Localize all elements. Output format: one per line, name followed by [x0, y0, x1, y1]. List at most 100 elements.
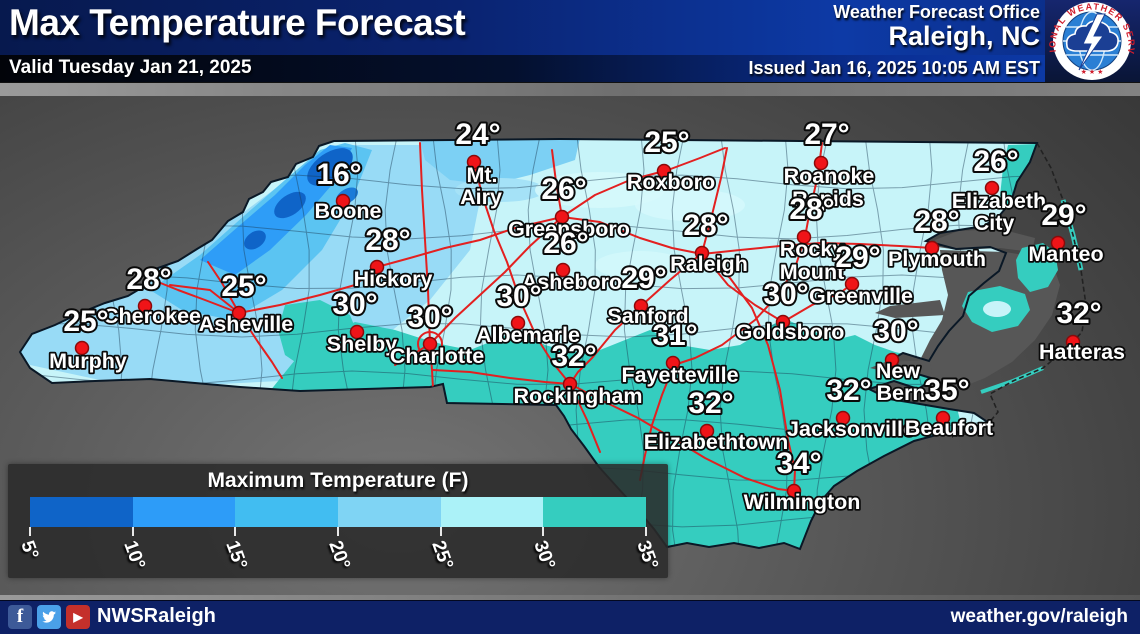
office-block: Weather Forecast Office Raleigh, NC	[833, 2, 1040, 52]
facebook-icon: f	[8, 605, 32, 629]
city-marker-group: 34° Wilmington	[742, 445, 862, 516]
city-temp-label: 27°	[804, 118, 849, 151]
legend-tick	[234, 527, 237, 536]
footer-bar: f ▶ NWSRaleigh weather.gov/raleigh	[0, 600, 1140, 634]
city-dot	[665, 355, 681, 371]
city-name-label: Fayetteville	[621, 363, 738, 387]
city-marker-group: 24° Mt.Airy	[453, 116, 503, 211]
city-dot	[422, 336, 438, 352]
city-name-label: Rocky	[780, 237, 845, 261]
city-marker-group: 32° Elizabethtown	[642, 385, 790, 456]
city-temp-label: 26°	[541, 173, 586, 206]
city-temp-label: 31°	[652, 319, 697, 352]
legend-tick	[542, 527, 545, 536]
city-name-label: Hatteras	[1039, 340, 1125, 364]
city-temp-label: 29°	[1041, 199, 1086, 232]
header-divider	[0, 82, 1140, 96]
city-dot	[984, 180, 1000, 196]
city-dot	[813, 155, 829, 171]
issued-timestamp: Issued Jan 16, 2025 10:05 AM EST	[748, 58, 1040, 78]
city-marker-group: 29° Greenville	[807, 239, 915, 310]
city-temp-label: 29°	[621, 262, 666, 295]
city-dot	[554, 209, 570, 225]
city-dot	[796, 229, 812, 245]
page-title: Max Temperature Forecast	[9, 2, 466, 43]
city-dot	[884, 352, 900, 368]
social-handle: NWSRaleigh	[97, 605, 216, 627]
city-name-label: Boone	[315, 199, 382, 223]
city-marker-group: 32° Rockingham	[512, 338, 645, 410]
city-dot	[694, 245, 710, 261]
office-location: Raleigh, NC	[888, 21, 1040, 51]
city-name-label: Rapids	[792, 187, 864, 211]
legend-tick	[645, 527, 647, 536]
legend-tick	[29, 527, 31, 536]
city-name-label: Rockingham	[513, 384, 642, 408]
city-name-label: Goldsboro	[736, 320, 845, 344]
city-marker-group: 26° Asheboro	[520, 225, 624, 296]
header-bar	[0, 0, 1140, 55]
city-dot	[555, 262, 571, 278]
city-marker-group: 30° Shelby	[325, 286, 399, 358]
nws-logo-icon: NATIONAL WEATHER SERVICE ★ ★ ★	[1041, 0, 1135, 80]
city-marker-group: 29° Manteo	[1027, 197, 1106, 268]
legend-swatch	[132, 497, 236, 527]
city-temp-label: 32°	[688, 387, 733, 420]
city-marker-group: 30° Charlotte	[388, 299, 486, 370]
city-marker-group: 26° Greensboro	[506, 171, 631, 243]
city-marker-group: 32° Jacksonville	[785, 372, 916, 443]
legend-color-bar	[30, 497, 647, 527]
city-dot	[656, 163, 672, 179]
city-temp-label: 34°	[776, 447, 821, 480]
city-temp-label: 16°	[316, 158, 361, 191]
legend-tick-label: 35°	[632, 538, 662, 573]
city-temp-label: 30°	[763, 278, 808, 311]
city-marker-group: 29° Sanford	[606, 260, 691, 330]
legend-title: Maximum Temperature (F)	[207, 469, 469, 492]
legend-tick-label: 25°	[426, 538, 457, 573]
city-temp-label: 32°	[1056, 297, 1101, 330]
city-marker-group: 16° Boone	[313, 156, 383, 225]
city-name-label: Murphy	[49, 349, 127, 373]
city-name-label: Raleigh	[670, 252, 748, 276]
sound-islands	[962, 243, 1058, 332]
city-dot	[935, 410, 951, 426]
city-name-label: Asheville	[199, 312, 293, 336]
city-dot	[466, 154, 482, 170]
legend-swatch	[440, 497, 544, 527]
city-temp-label: 28°	[365, 224, 410, 257]
city-marker-group: 28° Hickory	[352, 222, 434, 293]
valid-date-text: Valid Tuesday Jan 21, 2025	[9, 57, 252, 78]
legend-swatch	[235, 497, 339, 527]
city-dot	[510, 315, 526, 331]
legend-swatch	[338, 497, 441, 527]
city-temp-label: 35°	[924, 374, 969, 407]
city-dot	[1050, 235, 1066, 251]
highways	[157, 142, 933, 492]
city-temp-label: 30°	[332, 288, 377, 321]
twitter-icon	[37, 605, 61, 629]
city-temp-label: 25°	[644, 126, 689, 159]
city-dot	[137, 298, 153, 314]
city-name-label: Beaufort	[905, 416, 993, 440]
city-name-label: Charlotte	[390, 344, 484, 368]
city-dot	[633, 298, 649, 314]
city-temp-label: 26°	[543, 227, 588, 260]
city-temp-label: 30°	[873, 315, 918, 348]
city-name-label: Roxboro	[627, 170, 715, 194]
city-name-label: Jacksonville	[787, 417, 915, 441]
city-marker-group: 31° Fayetteville	[620, 317, 741, 389]
city-temp-label: 28°	[683, 209, 728, 242]
legend-swatch	[543, 497, 647, 527]
city-dot	[786, 483, 802, 499]
city-dot	[562, 376, 578, 392]
city-name-label: Wilmington	[744, 490, 861, 514]
city-temp-label: 28°	[914, 205, 959, 238]
city-dot	[335, 193, 351, 209]
city-name-label: Greenville	[809, 284, 913, 308]
legend-tick-label: 10°	[118, 538, 149, 573]
city-name-label: Elizabethtown	[644, 430, 789, 454]
